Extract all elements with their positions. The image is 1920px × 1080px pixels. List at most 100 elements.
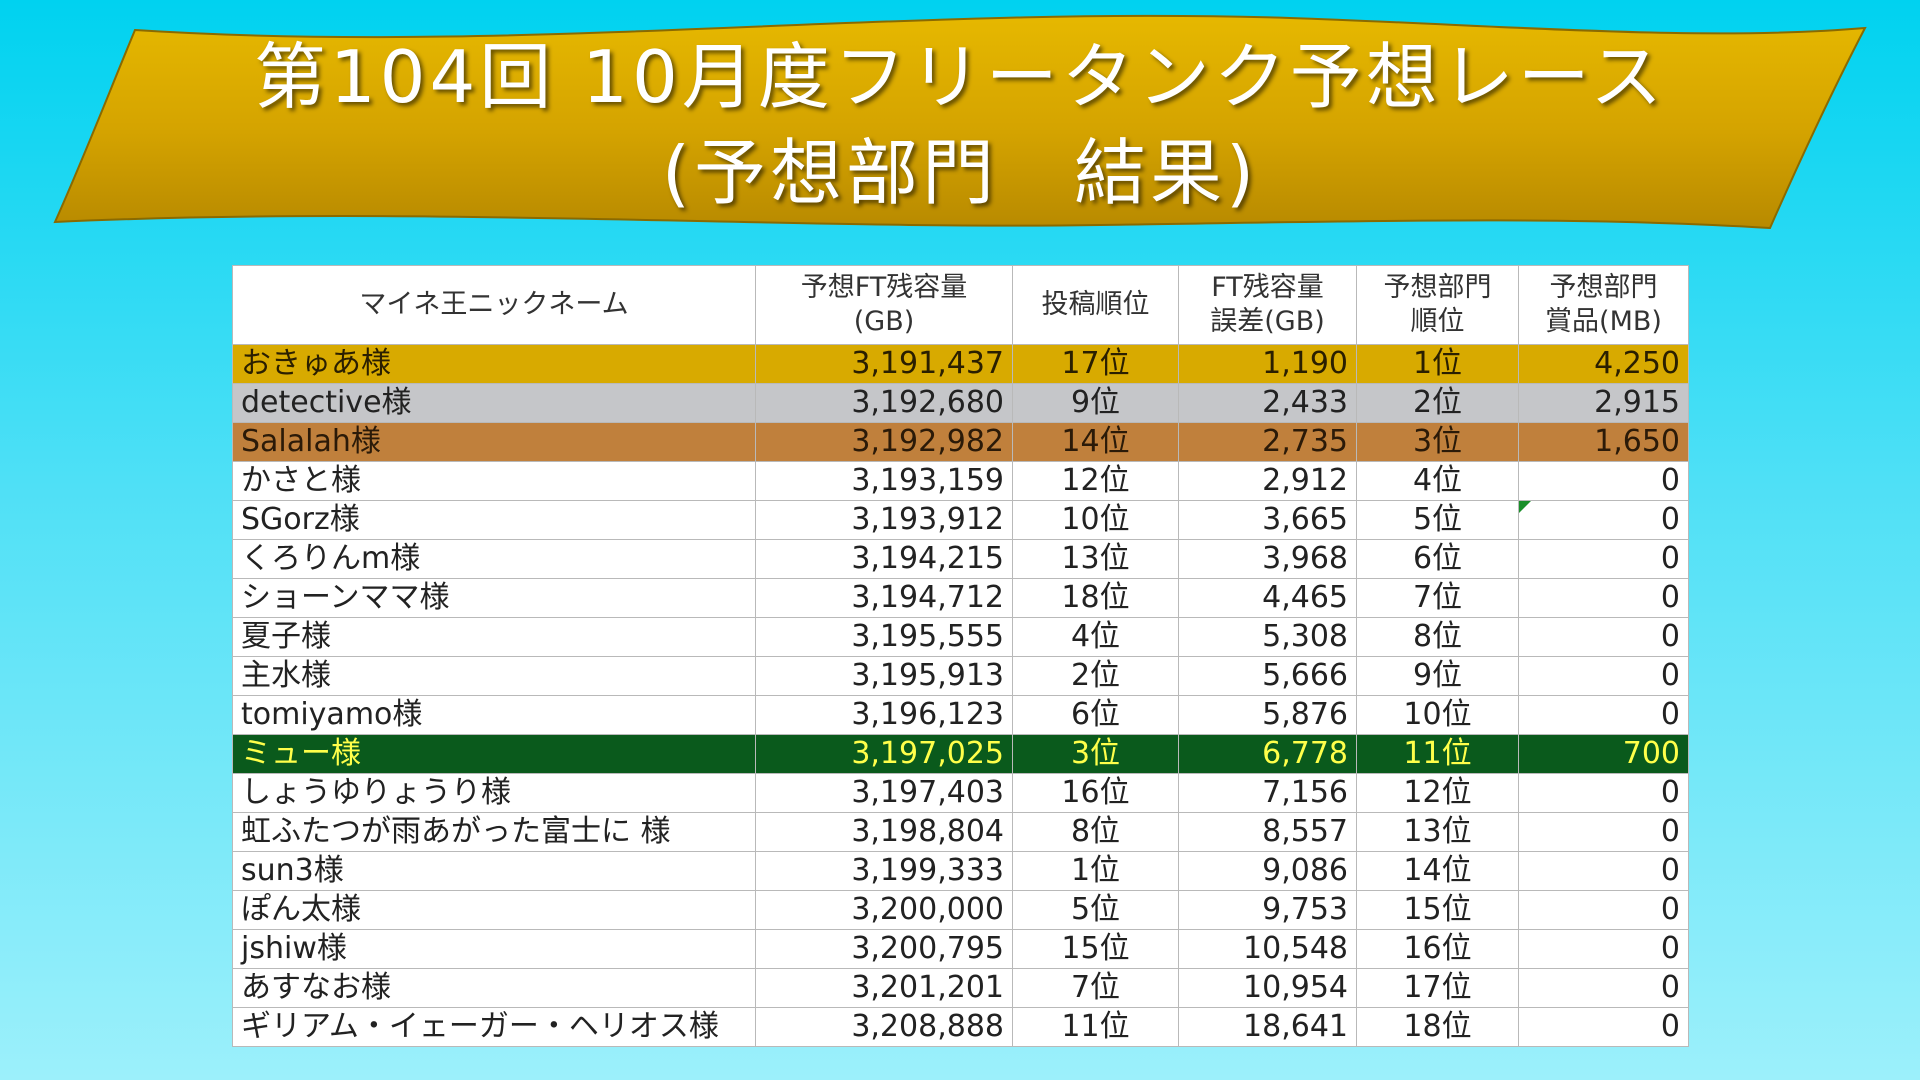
cell-forecast: 3,200,000 [755, 890, 1013, 930]
cell-nickname: 虹ふたつが雨あがった富士に 様 [232, 812, 756, 852]
cell-post-rank: 16位 [1012, 773, 1179, 813]
cell-post-rank: 14位 [1012, 422, 1179, 462]
title-line-2: (予想部門 結果) [661, 131, 1259, 215]
table-row: jshiw様 3,200,795 15位 10,548 16位 0 [232, 929, 1689, 969]
cell-prize: 0 [1518, 929, 1689, 969]
cell-nickname: sun3様 [232, 851, 756, 891]
cell-prize: 0 [1518, 773, 1689, 813]
cell-post-rank: 11位 [1012, 1007, 1179, 1047]
cell-rank: 18位 [1356, 1007, 1519, 1047]
cell-error: 3,665 [1178, 500, 1357, 540]
cell-nickname: おきゅあ様 [232, 344, 756, 384]
cell-rank: 5位 [1356, 500, 1519, 540]
cell-prize: 0 [1518, 539, 1689, 579]
cell-prize: 0 [1518, 578, 1689, 618]
cell-nickname: jshiw様 [232, 929, 756, 969]
cell-error: 2,735 [1178, 422, 1357, 462]
header-nickname: マイネ王ニックネーム [232, 265, 756, 345]
cell-post-rank: 8位 [1012, 812, 1179, 852]
table-row: 主水様 3,195,913 2位 5,666 9位 0 [232, 656, 1689, 696]
cell-error: 6,778 [1178, 734, 1357, 774]
cell-rank: 15位 [1356, 890, 1519, 930]
cell-post-rank: 6位 [1012, 695, 1179, 735]
cell-prize: 1,650 [1518, 422, 1689, 462]
cell-post-rank: 1位 [1012, 851, 1179, 891]
table-row: ぽん太様 3,200,000 5位 9,753 15位 0 [232, 890, 1689, 930]
cell-nickname: ミュー様 [232, 734, 756, 774]
header-post-rank: 投稿順位 [1012, 265, 1179, 345]
cell-forecast: 3,208,888 [755, 1007, 1013, 1047]
cell-prize: 4,250 [1518, 344, 1689, 384]
table-row: Salalah様 3,192,982 14位 2,735 3位 1,650 [232, 422, 1689, 462]
cell-forecast: 3,194,712 [755, 578, 1013, 618]
table-row: ミュー様 3,197,025 3位 6,778 11位 700 [232, 734, 1689, 774]
cell-post-rank: 3位 [1012, 734, 1179, 774]
cell-error: 3,968 [1178, 539, 1357, 579]
title-line-1: 第104回 10月度フリータンク予想レース [253, 35, 1667, 119]
cell-error: 8,557 [1178, 812, 1357, 852]
cell-prize: 0 [1518, 695, 1689, 735]
header-forecast: 予想FT残容量 (GB) [755, 265, 1013, 345]
cell-rank: 7位 [1356, 578, 1519, 618]
cell-forecast: 3,193,912 [755, 500, 1013, 540]
cell-forecast: 3,192,680 [755, 383, 1013, 423]
cell-forecast: 3,198,804 [755, 812, 1013, 852]
cell-error: 5,876 [1178, 695, 1357, 735]
cell-forecast: 3,194,215 [755, 539, 1013, 579]
cell-post-rank: 2位 [1012, 656, 1179, 696]
cell-rank: 8位 [1356, 617, 1519, 657]
cell-rank: 10位 [1356, 695, 1519, 735]
cell-prize: 2,915 [1518, 383, 1689, 423]
cell-post-rank: 15位 [1012, 929, 1179, 969]
cell-nickname: くろりんm様 [232, 539, 756, 579]
cell-rank: 14位 [1356, 851, 1519, 891]
cell-nickname: ぽん太様 [232, 890, 756, 930]
cell-prize: 0 [1518, 968, 1689, 1008]
header-error: FT残容量 誤差(GB) [1178, 265, 1357, 345]
table-row: かさと様 3,193,159 12位 2,912 4位 0 [232, 461, 1689, 501]
cell-rank: 1位 [1356, 344, 1519, 384]
cell-nickname: SGorz様 [232, 500, 756, 540]
cell-prize: 0 [1518, 617, 1689, 657]
cell-forecast: 3,192,982 [755, 422, 1013, 462]
cell-nickname: 主水様 [232, 656, 756, 696]
cell-nickname: Salalah様 [232, 422, 756, 462]
cell-nickname: あすなお様 [232, 968, 756, 1008]
cell-rank: 13位 [1356, 812, 1519, 852]
cell-nickname: tomiyamo様 [232, 695, 756, 735]
cell-post-rank: 7位 [1012, 968, 1179, 1008]
cell-rank: 11位 [1356, 734, 1519, 774]
cell-prize: 0 [1518, 1007, 1689, 1047]
cell-forecast: 3,193,159 [755, 461, 1013, 501]
cell-forecast: 3,201,201 [755, 968, 1013, 1008]
cell-rank: 4位 [1356, 461, 1519, 501]
cell-prize: 0 [1518, 851, 1689, 891]
cell-prize: 700 [1518, 734, 1689, 774]
cell-post-rank: 4位 [1012, 617, 1179, 657]
cell-rank: 17位 [1356, 968, 1519, 1008]
cell-rank: 2位 [1356, 383, 1519, 423]
cell-post-rank: 10位 [1012, 500, 1179, 540]
table-row: SGorz様 3,193,912 10位 3,665 5位 0 [232, 500, 1689, 540]
cell-error: 5,308 [1178, 617, 1357, 657]
cell-forecast: 3,199,333 [755, 851, 1013, 891]
cell-post-rank: 5位 [1012, 890, 1179, 930]
cell-error: 10,954 [1178, 968, 1357, 1008]
cell-forecast: 3,196,123 [755, 695, 1013, 735]
cell-prize: 0 [1518, 812, 1689, 852]
table-row: 虹ふたつが雨あがった富士に 様 3,198,804 8位 8,557 13位 0 [232, 812, 1689, 852]
table-row: ギリアム・イェーガー・ヘリオス様 3,208,888 11位 18,641 18位 0 [232, 1007, 1689, 1047]
cell-error: 9,086 [1178, 851, 1357, 891]
header-prize: 予想部門 賞品(MB) [1518, 265, 1689, 345]
cell-forecast: 3,200,795 [755, 929, 1013, 969]
table-row: ショーンママ様 3,194,712 18位 4,465 7位 0 [232, 578, 1689, 618]
title-banner: 第104回 10月度フリータンク予想レース (予想部門 結果) [0, 0, 1920, 240]
cell-error: 10,548 [1178, 929, 1357, 969]
cell-error: 1,190 [1178, 344, 1357, 384]
cell-error: 9,753 [1178, 890, 1357, 930]
cell-nickname: しょうゆりょうり様 [232, 773, 756, 813]
cell-post-rank: 12位 [1012, 461, 1179, 501]
results-table: マイネ王ニックネーム 予想FT残容量 (GB) 投稿順位 FT残容量 誤差(GB) … [232, 265, 1689, 1047]
cell-post-rank: 17位 [1012, 344, 1179, 384]
table-row: あすなお様 3,201,201 7位 10,954 17位 0 [232, 968, 1689, 1008]
